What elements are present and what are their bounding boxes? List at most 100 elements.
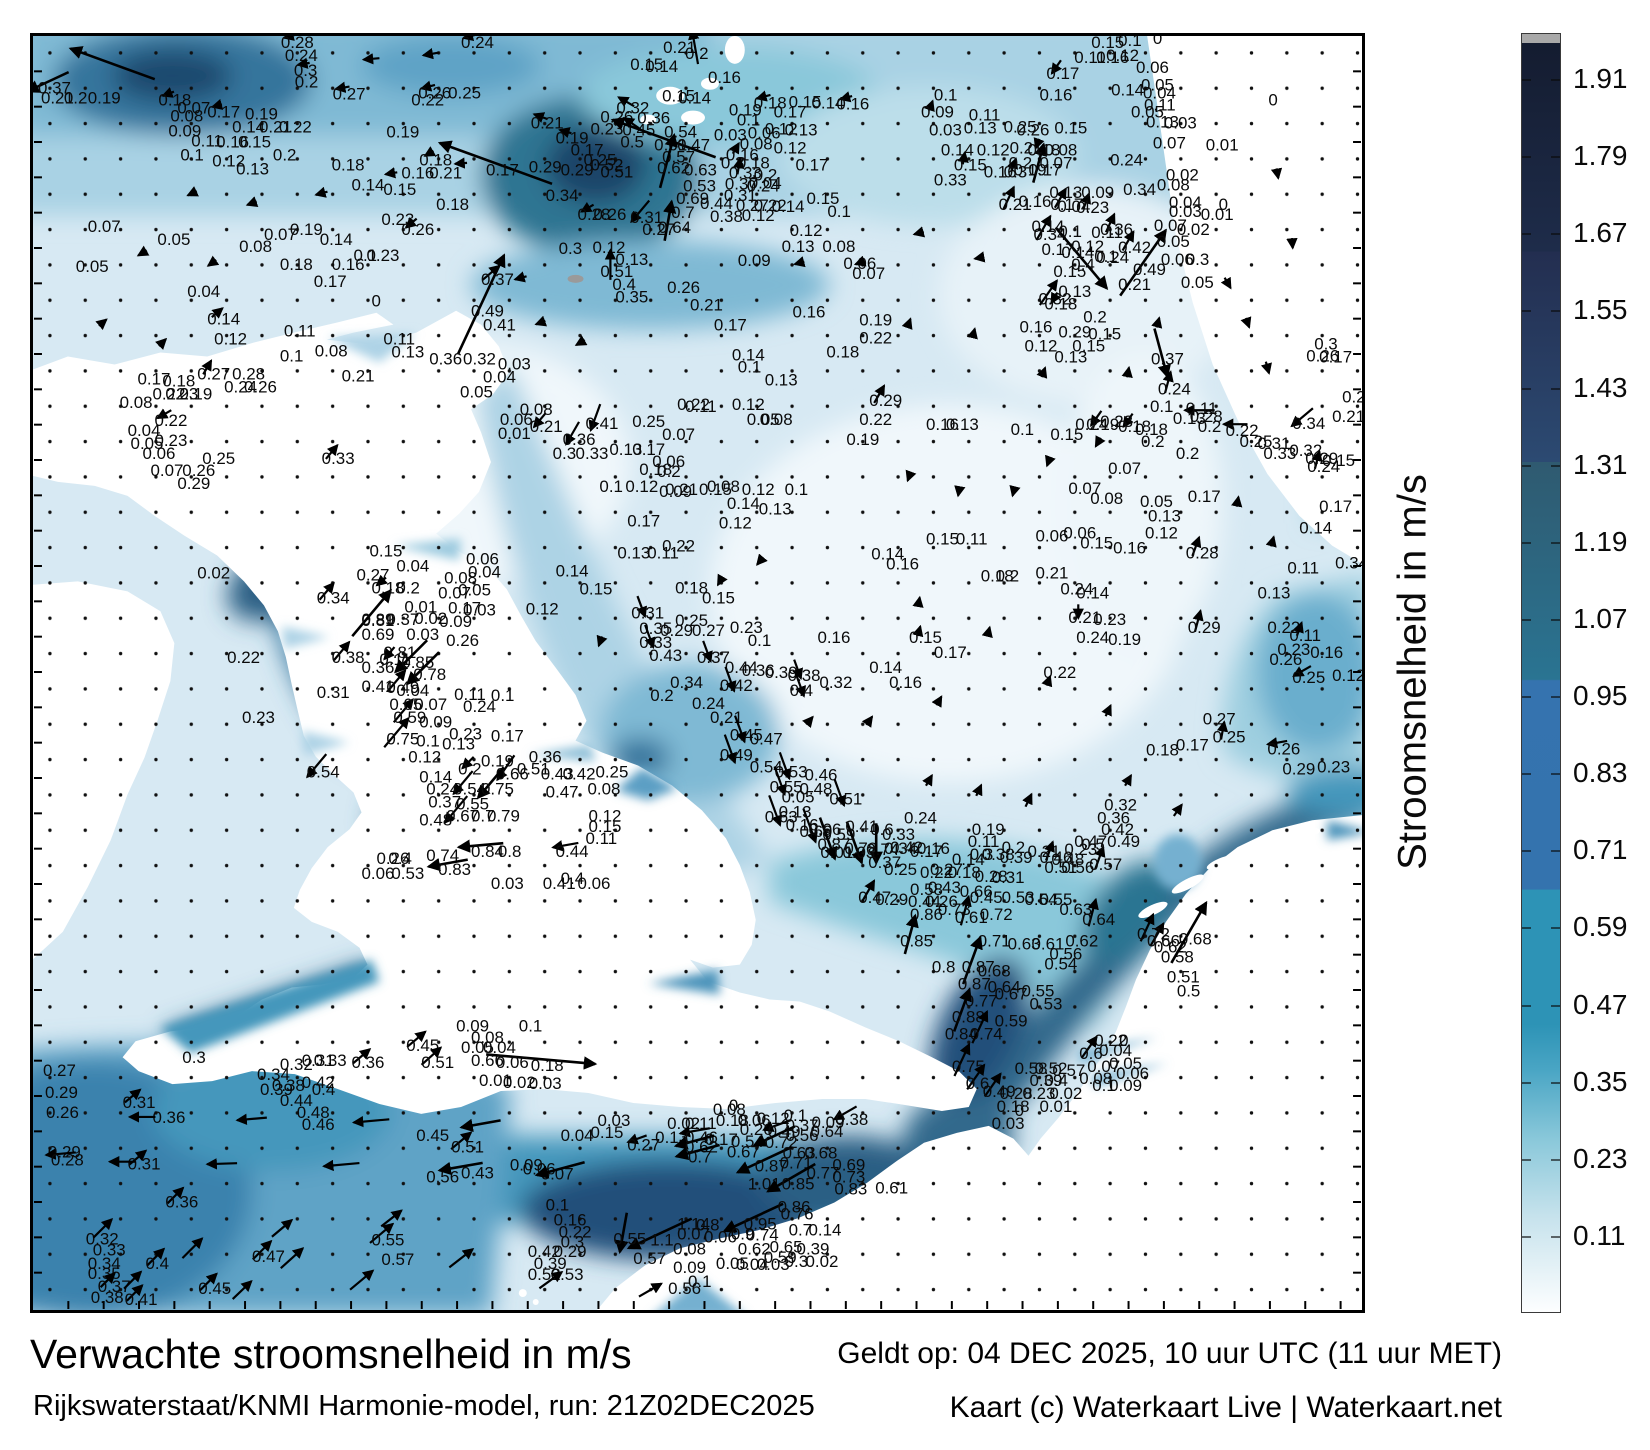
north-sea-current-map: 0.370.210.2 0.19 0.180.070.080.090.17 0.190… [33, 36, 1362, 1310]
svg-text:0.28: 0.28 [281, 36, 314, 52]
svg-text:0.03: 0.03 [929, 121, 962, 140]
svg-text:0.85: 0.85 [900, 932, 933, 951]
svg-text:0.08: 0.08 [673, 1239, 706, 1258]
svg-text:0.16: 0.16 [817, 628, 850, 647]
svg-text:0.11: 0.11 [1091, 223, 1123, 242]
svg-text:0.13: 0.13 [782, 237, 815, 256]
colorbar-tick-label: 0.35 [1573, 1065, 1628, 1097]
svg-text:0.15: 0.15 [909, 628, 942, 647]
svg-text:0.68: 0.68 [1179, 930, 1212, 949]
svg-text:0.54: 0.54 [750, 758, 783, 777]
svg-text:0.15: 0.15 [590, 1123, 623, 1142]
svg-text:0.15: 0.15 [1088, 325, 1121, 344]
svg-text:0.06: 0.06 [143, 444, 176, 463]
svg-text:0.14: 0.14 [645, 57, 678, 76]
svg-text:0.48: 0.48 [800, 779, 833, 798]
svg-text:0.2: 0.2 [295, 73, 319, 92]
svg-text:0.51: 0.51 [600, 162, 633, 181]
svg-text:0.74: 0.74 [746, 1225, 779, 1244]
svg-text:0.1: 0.1 [1150, 397, 1174, 416]
svg-text:0.38: 0.38 [710, 207, 743, 226]
svg-text:0.14: 0.14 [871, 545, 904, 564]
svg-text:0.79: 0.79 [487, 806, 520, 825]
svg-text:0.56: 0.56 [1049, 945, 1082, 964]
svg-text:0.58: 0.58 [910, 880, 943, 899]
svg-text:0.27: 0.27 [333, 85, 366, 104]
svg-text:0.13: 0.13 [765, 370, 798, 389]
svg-text:0.01: 0.01 [498, 424, 531, 443]
svg-text:0.13: 0.13 [759, 500, 792, 519]
svg-text:0.34: 0.34 [546, 186, 579, 205]
svg-text:0.41: 0.41 [483, 316, 516, 335]
svg-text:0: 0 [371, 292, 380, 311]
svg-text:0.05: 0.05 [131, 434, 164, 453]
svg-text:0.24: 0.24 [1110, 150, 1143, 169]
svg-text:0.18: 0.18 [948, 863, 981, 882]
svg-text:0.05: 0.05 [716, 1254, 749, 1273]
svg-text:0.42: 0.42 [528, 1242, 561, 1261]
svg-text:0.17: 0.17 [774, 103, 807, 122]
svg-text:0.73: 0.73 [938, 900, 971, 919]
svg-text:0.13: 0.13 [1058, 282, 1091, 301]
svg-text:0.04: 0.04 [749, 173, 782, 192]
svg-text:0.39: 0.39 [797, 1239, 830, 1258]
svg-text:0.07: 0.07 [1039, 153, 1072, 172]
svg-text:0.16: 0.16 [1020, 318, 1053, 337]
svg-text:0.29: 0.29 [1188, 618, 1221, 637]
svg-text:0.24: 0.24 [1158, 379, 1191, 398]
svg-text:0.29: 0.29 [45, 1083, 78, 1102]
svg-text:0.11: 0.11 [968, 832, 1000, 851]
svg-text:0.14: 0.14 [1111, 81, 1144, 100]
svg-text:0.9: 0.9 [731, 1224, 755, 1243]
svg-text:0.26: 0.26 [376, 849, 409, 868]
svg-text:0.11: 0.11 [1287, 558, 1319, 577]
svg-text:0.19: 0.19 [386, 123, 419, 142]
svg-text:0.22: 0.22 [1226, 421, 1259, 440]
svg-text:0.02: 0.02 [1049, 1084, 1082, 1103]
svg-text:0.03: 0.03 [1164, 114, 1197, 133]
svg-text:0.09: 0.09 [419, 713, 452, 732]
model-run-info: Rijkswaterstaat/KNMI Harmonie-model, run… [33, 1390, 815, 1422]
svg-text:0.56: 0.56 [668, 1279, 701, 1298]
svg-text:0.38: 0.38 [272, 1076, 305, 1095]
svg-text:0.24: 0.24 [692, 694, 725, 713]
svg-text:0.53: 0.53 [683, 176, 716, 195]
svg-text:0.24: 0.24 [224, 377, 257, 396]
svg-text:0.13: 0.13 [236, 159, 269, 178]
svg-text:0.07: 0.07 [414, 695, 447, 714]
svg-text:0.04: 0.04 [187, 282, 220, 301]
svg-text:0.09: 0.09 [1081, 183, 1114, 202]
svg-text:0.19: 0.19 [1014, 160, 1047, 179]
svg-text:0.08: 0.08 [713, 1100, 746, 1119]
svg-text:0.18: 0.18 [332, 155, 365, 174]
svg-text:0.17: 0.17 [934, 643, 967, 662]
svg-text:0.12: 0.12 [592, 238, 625, 257]
svg-text:0.6: 0.6 [1079, 1044, 1103, 1063]
svg-text:0.25: 0.25 [1292, 668, 1325, 687]
svg-text:0.21: 0.21 [1118, 275, 1151, 294]
svg-text:0.51: 0.51 [451, 1138, 484, 1157]
svg-text:0.04: 0.04 [1143, 84, 1176, 103]
svg-text:0.17: 0.17 [1041, 240, 1074, 259]
svg-text:0.76: 0.76 [781, 1204, 814, 1223]
svg-text:0.34: 0.34 [1335, 553, 1362, 572]
svg-text:0.24: 0.24 [285, 46, 318, 65]
svg-text:0.02: 0.02 [414, 609, 447, 628]
svg-text:0.6: 0.6 [966, 1074, 990, 1093]
svg-text:0.39: 0.39 [260, 1080, 293, 1099]
svg-text:0.21: 0.21 [1332, 407, 1362, 426]
svg-text:0.25: 0.25 [1004, 118, 1037, 137]
svg-text:0.12: 0.12 [588, 806, 621, 825]
svg-text:0.29: 0.29 [1282, 760, 1315, 779]
svg-text:0.41: 0.41 [586, 414, 619, 433]
svg-text:0.31: 0.31 [317, 683, 350, 702]
svg-text:0.23: 0.23 [366, 246, 399, 265]
svg-text:0.4: 0.4 [388, 849, 412, 868]
svg-text:0.24: 0.24 [1076, 628, 1109, 647]
svg-text:0.17: 0.17 [1046, 64, 1079, 83]
svg-text:0.3: 0.3 [294, 61, 318, 80]
svg-text:0.53: 0.53 [1030, 994, 1063, 1013]
svg-text:0.08: 0.08 [1090, 489, 1123, 508]
svg-text:0.3: 0.3 [1004, 162, 1028, 181]
svg-text:0.01: 0.01 [1201, 205, 1234, 224]
